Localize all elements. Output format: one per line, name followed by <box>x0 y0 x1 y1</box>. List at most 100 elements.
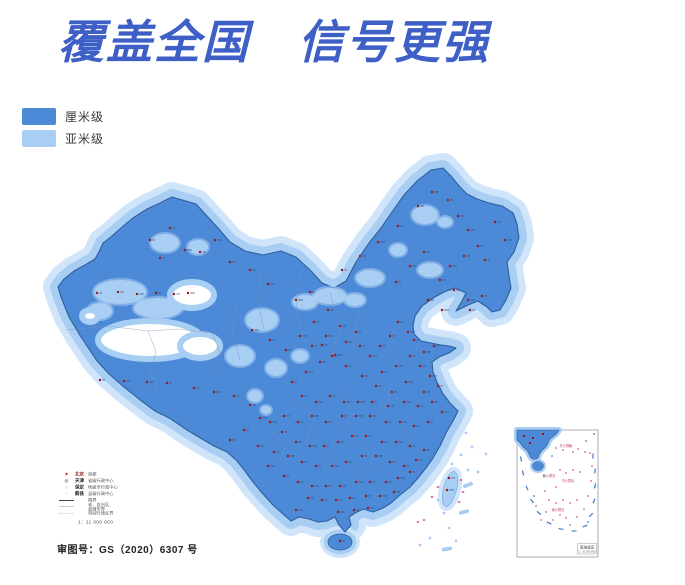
city-marker <box>344 340 348 344</box>
city-marker <box>408 470 412 474</box>
inset-island-dot <box>555 447 557 449</box>
submeter-patch <box>149 232 181 254</box>
city-label-dash <box>286 415 290 417</box>
city-label-dash <box>398 441 403 443</box>
province-boundary <box>231 299 241 361</box>
city-label-dash <box>346 401 350 403</box>
city-label-dash <box>284 431 287 433</box>
city-label-dash <box>344 415 347 417</box>
submeter-patch <box>343 292 367 308</box>
city-label-dash <box>378 455 383 457</box>
city-label-dash <box>324 499 327 501</box>
map-scale: 1：11 000 000 <box>78 519 114 525</box>
city-label-dash <box>342 325 346 327</box>
legend-row: 特别行政区界 <box>58 510 208 517</box>
inset-city-marker <box>523 435 525 437</box>
province-boundary <box>299 399 315 443</box>
city-label-dash <box>334 355 338 357</box>
city-marker <box>404 380 408 384</box>
city-label-dash <box>410 331 415 333</box>
city-label-dash <box>294 381 297 383</box>
city-marker <box>334 498 338 502</box>
inset-island-dot <box>565 472 567 474</box>
cm-level-label: 厘米级 <box>65 110 105 124</box>
province-boundary <box>269 429 287 465</box>
city-label-dash <box>358 415 363 417</box>
city-marker <box>394 364 398 368</box>
inset-island-dot <box>576 516 578 518</box>
city-marker <box>446 198 450 202</box>
city-label-dash <box>434 191 439 193</box>
line-dashdot-icon <box>59 513 74 514</box>
city-marker <box>272 450 276 454</box>
submeter-patch <box>246 388 264 404</box>
city-marker <box>416 404 420 408</box>
city-label-dash <box>362 255 366 257</box>
pink-label-mark <box>457 501 461 503</box>
submeter-patch <box>354 268 386 288</box>
city-label-dash <box>430 421 433 423</box>
city-marker <box>314 400 318 404</box>
city-marker <box>258 416 262 420</box>
city-label-dash <box>430 299 434 301</box>
city-marker <box>268 420 272 424</box>
city-label-dash <box>368 495 371 497</box>
inset-island-dot <box>587 495 589 497</box>
city-marker <box>394 440 398 444</box>
taiwan-island <box>441 471 459 507</box>
city-label-dash <box>466 255 470 257</box>
city-marker <box>358 344 362 348</box>
city-marker <box>354 414 358 418</box>
city-label-dash <box>400 321 404 323</box>
city-marker <box>232 394 236 398</box>
city-label-dash <box>400 225 403 227</box>
city-label-dash <box>456 289 460 291</box>
nine-dash-segment <box>593 483 597 489</box>
city-label-dash <box>318 401 323 403</box>
city-label-dash <box>416 425 420 427</box>
inset-island-dot <box>548 499 550 501</box>
city-label-dash <box>480 245 483 247</box>
inset-island-dot <box>579 471 581 473</box>
city-label-dash <box>472 309 475 311</box>
city-marker <box>422 250 426 254</box>
submeter-patch <box>224 344 256 368</box>
province-boundary <box>211 332 221 373</box>
inset-island-dot <box>576 499 578 501</box>
city-label-dash <box>187 249 192 251</box>
city-marker <box>310 484 314 488</box>
city-label-dash <box>412 471 415 473</box>
city-label-dash <box>286 475 289 477</box>
city-label-dash <box>372 415 376 417</box>
city-marker <box>168 226 172 230</box>
city-marker <box>306 496 310 500</box>
nine-dash-segment <box>558 527 564 531</box>
city-marker <box>426 298 430 302</box>
legend-symbol <box>58 506 75 507</box>
legend-symbol <box>58 513 75 514</box>
city-marker <box>432 344 436 348</box>
city-marker <box>360 374 364 378</box>
city-label-dash <box>418 459 423 461</box>
inset-island-label: 东沙群岛 <box>560 443 573 448</box>
city-label-dash <box>400 477 405 479</box>
city-label-dash <box>449 489 454 491</box>
city-label-dash <box>374 401 377 403</box>
city-marker <box>320 498 324 502</box>
city-label-dash <box>354 435 359 437</box>
line-thin-icon <box>59 506 74 507</box>
city-marker <box>402 400 406 404</box>
inset-island-dot <box>540 519 542 521</box>
legend-row: ○ 蓟县 县级行政中心 <box>58 491 208 498</box>
city-label-dash <box>398 281 401 283</box>
city-label-dash <box>426 449 430 451</box>
city-marker <box>452 288 456 292</box>
inset-island-dot <box>555 486 557 488</box>
province-boundary <box>375 379 391 417</box>
city-marker <box>248 268 252 272</box>
city-label-dash <box>288 349 292 351</box>
city-label-dash <box>406 401 411 403</box>
city-label-dash <box>460 215 464 217</box>
city-marker <box>300 460 304 464</box>
